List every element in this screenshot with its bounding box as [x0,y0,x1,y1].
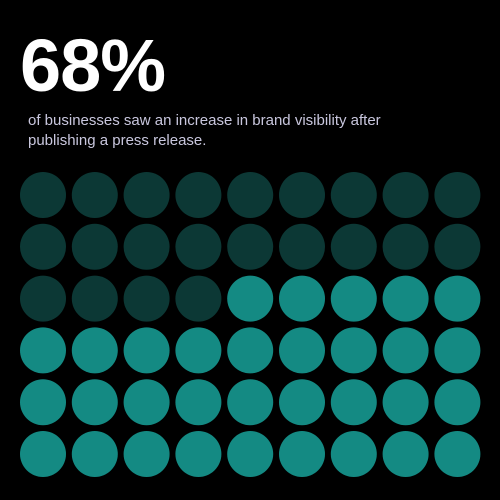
dot [227,431,274,477]
dot [71,327,118,374]
description: of businesses saw an increase in brand v… [28,111,381,151]
dot [175,327,222,374]
dot [279,431,325,477]
dot [279,172,325,218]
dot [382,379,429,426]
dot [175,379,222,426]
dot [123,379,170,426]
dot [434,327,481,374]
dot [227,172,274,218]
dot [123,431,170,477]
dot [434,379,481,426]
dot [175,275,222,322]
dot [434,223,481,270]
dot [330,327,377,374]
headline: 68% [20,24,166,107]
description-line: of businesses saw an increase in brand v… [28,112,381,129]
dot [330,379,377,426]
dot [71,379,118,426]
dot [175,431,222,477]
dot [175,223,222,270]
dot [382,275,429,322]
dot [434,172,481,218]
dot [330,223,377,270]
dot [123,223,170,270]
dot [20,172,66,218]
dot [20,275,66,322]
dot [279,379,325,426]
dot [382,172,429,218]
description-line: publishing a press release. [28,132,207,149]
dot [20,223,66,270]
dot [71,431,118,477]
dot [71,172,118,218]
dot [434,275,481,322]
dot [123,275,170,322]
dot [279,223,325,270]
dot [330,431,377,477]
dot [123,327,170,374]
dot [227,275,274,322]
dot [20,379,66,426]
dot [382,431,429,477]
dot [330,275,377,322]
dot [123,172,170,218]
dot [175,172,222,218]
dot [382,327,429,374]
dot [330,172,377,218]
dot [20,327,66,374]
dot [279,327,325,374]
dot [382,223,429,270]
dot [227,223,274,270]
dot [20,431,66,477]
dot [227,327,274,374]
dot [279,275,325,322]
dot [71,275,118,322]
dot [434,431,481,477]
dot [227,379,274,426]
dot [71,223,118,270]
